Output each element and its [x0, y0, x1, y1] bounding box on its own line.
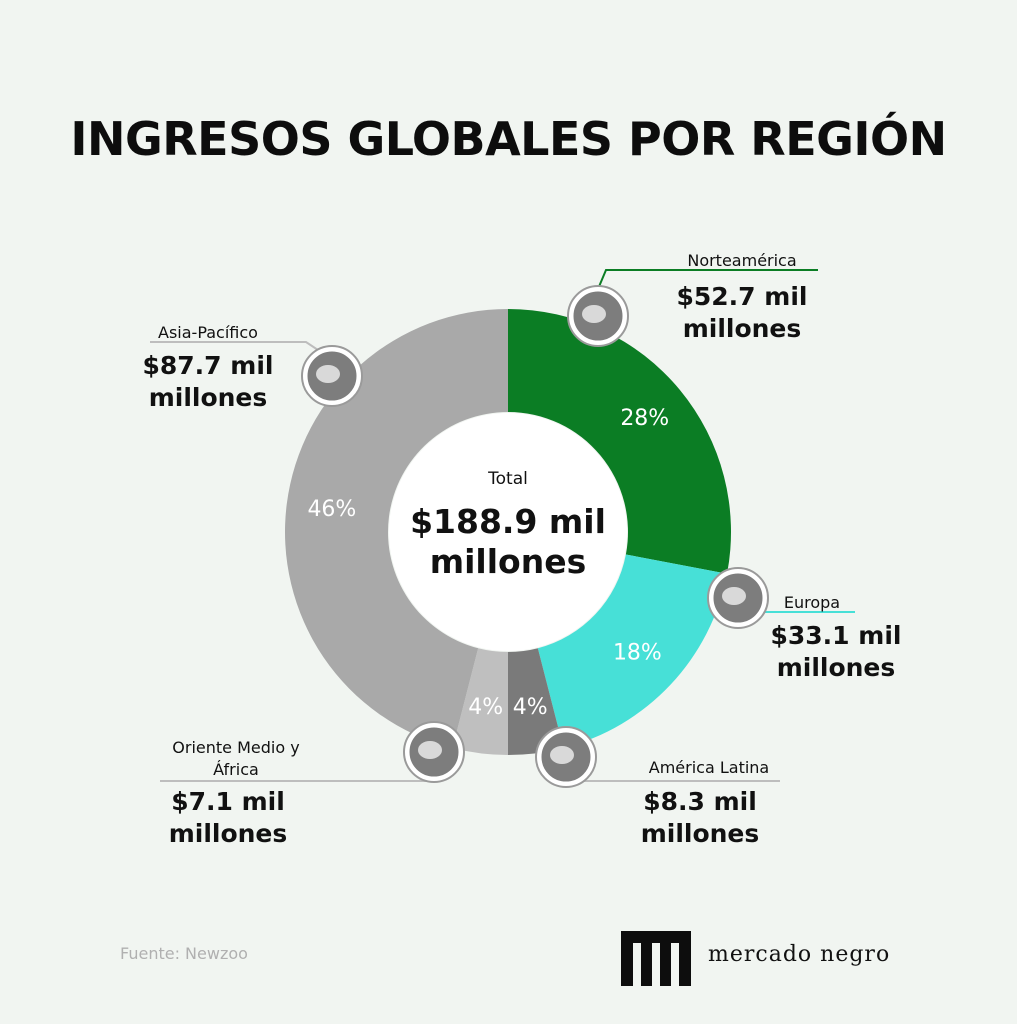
chart-title: INGRESOS GLOBALES POR REGIÓN — [70, 112, 947, 166]
globe-land — [316, 365, 340, 383]
region-amount: $52.7 mil millones — [676, 282, 808, 343]
slice — [508, 309, 731, 574]
center-value: $188.9 mil millones — [410, 502, 606, 581]
globe-outline — [403, 721, 465, 783]
slice-label: 4% — [468, 695, 503, 720]
region-name: Asia-Pacífico — [158, 323, 258, 342]
globe-outline — [535, 726, 597, 788]
region-amount: $8.3 mil millones — [640, 787, 760, 848]
globe-land — [550, 746, 574, 764]
slice — [508, 648, 564, 755]
leader-line — [150, 341, 319, 351]
leader-line — [597, 269, 818, 290]
center-label: Total — [488, 469, 528, 489]
slice-label: 46% — [307, 497, 356, 522]
globe-land — [722, 587, 746, 605]
region-amount: $7.1 mil millones — [168, 787, 288, 848]
slice — [537, 554, 728, 748]
slice — [285, 309, 508, 748]
region-name: Europa — [783, 593, 841, 612]
slice-label: 4% — [513, 695, 548, 720]
globe-land — [418, 741, 442, 759]
region-name: Oriente Medio y África — [172, 738, 300, 779]
donut-hole — [389, 413, 627, 651]
source: Fuente: Newzoo — [120, 944, 248, 963]
slice — [452, 648, 508, 755]
region-name: América Latina — [648, 758, 770, 777]
slice-label: 18% — [613, 641, 662, 666]
brand-name: mercado negro — [708, 942, 891, 967]
brand-logo — [621, 931, 691, 986]
slice-label: 28% — [620, 406, 669, 431]
region-amount: $87.7 mil millones — [142, 351, 274, 412]
region-name: Norteamérica — [687, 251, 797, 270]
globe-outline — [707, 567, 769, 629]
globe-outline — [301, 345, 363, 407]
region-amount: $33.1 mil millones — [770, 621, 902, 682]
globe-outline — [567, 285, 629, 347]
globe-land — [582, 305, 606, 323]
